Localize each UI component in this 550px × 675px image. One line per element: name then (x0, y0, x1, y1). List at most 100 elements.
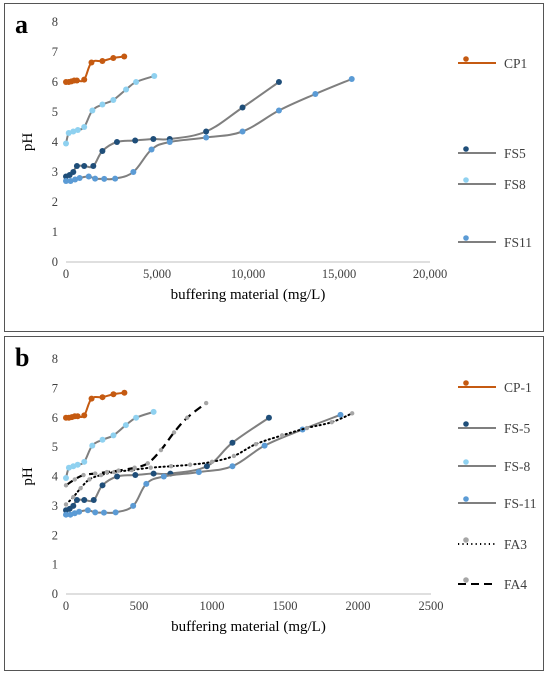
data-point-fs-8 (110, 432, 117, 439)
data-point-fa3 (87, 477, 92, 482)
data-point-fa4 (132, 465, 137, 470)
data-point-fs11 (101, 175, 108, 182)
data-point-fa3 (63, 502, 69, 507)
data-point-fs8 (74, 127, 81, 133)
data-point-fs11 (76, 175, 83, 181)
data-point-fs-5 (73, 497, 80, 503)
series-line-fs-8 (65, 410, 155, 479)
data-point-fs5 (275, 79, 282, 85)
data-point-fs11 (239, 128, 246, 135)
data-point-fs11 (63, 178, 69, 184)
data-point-fs-11 (63, 511, 69, 518)
data-point-fa4 (203, 400, 209, 406)
legend-marker-fs8 (463, 177, 469, 183)
panel-label-a: a (15, 10, 28, 39)
data-point-cp-1 (88, 395, 95, 402)
y-tick-label: 3 (52, 499, 58, 513)
data-point-cp-1 (99, 394, 106, 401)
y-tick-label: 1 (52, 225, 58, 239)
data-point-fa4 (63, 483, 69, 488)
data-point-fs11 (166, 139, 173, 145)
series-line-fs8 (65, 75, 156, 145)
x-axis-title: buffering material (mg/L) (171, 619, 326, 635)
y-tick-label: 8 (52, 15, 58, 29)
data-point-cp-1 (110, 391, 117, 398)
data-point-fs-5 (114, 473, 121, 480)
data-point-fs11 (203, 134, 210, 141)
x-tick-label: 0 (63, 599, 69, 613)
data-point-cp1 (121, 53, 128, 60)
legend-label-fa3: FA3 (504, 537, 527, 552)
data-point-fs5 (239, 104, 246, 111)
data-point-fs-11 (160, 473, 167, 480)
legend-marker-fs-8 (463, 459, 469, 465)
data-point-fa3 (71, 494, 76, 500)
data-point-fs-5 (132, 472, 139, 479)
y-tick-label: 7 (52, 381, 58, 395)
data-point-fs8 (81, 124, 88, 130)
data-point-fs-5 (150, 470, 157, 477)
data-point-fs5 (99, 148, 106, 154)
data-point-fs5 (203, 128, 210, 135)
data-point-fs5 (113, 139, 120, 145)
legend-marker-fs-5 (463, 421, 469, 427)
chart-panel-b: b 0 1 2 3 4 5 6 7 8 0 500 1000 1500 2000 2500 buffering… (4, 336, 544, 671)
data-point-fs11 (275, 107, 282, 114)
legend-label-cp1: CP1 (504, 56, 527, 71)
data-point-fa3 (349, 411, 355, 416)
data-point-fa4 (93, 471, 98, 476)
data-point-fa3 (253, 441, 258, 447)
data-point-fa3 (168, 464, 174, 469)
series-fs-11 (63, 411, 344, 518)
legend-label-fs5: FS5 (504, 146, 526, 161)
data-point-fs-11 (130, 502, 137, 509)
data-point-fs-5 (99, 482, 106, 489)
data-point-fa3 (329, 419, 334, 425)
y-tick-label: 4 (52, 135, 59, 149)
y-tick-label: 7 (52, 45, 58, 59)
y-tick-label: 1 (52, 558, 58, 572)
data-point-fs8 (70, 128, 77, 135)
data-point-fs5 (70, 169, 77, 175)
legend-label-cp-1: CP-1 (504, 380, 532, 395)
data-point-fa4 (171, 430, 177, 435)
data-point-fs-8 (63, 474, 69, 481)
y-axis-title: pH (20, 133, 36, 152)
data-point-fs11 (72, 176, 79, 183)
y-tick-label: 5 (52, 440, 58, 454)
data-point-fs8 (89, 107, 96, 114)
chart-b-svg: 0 1 2 3 4 5 6 7 8 0 500 1000 1500 2000 2500 buffering m… (20, 352, 537, 635)
data-point-fs-11 (261, 442, 268, 449)
y-tick-label: 8 (52, 352, 58, 366)
data-point-fs5 (132, 137, 139, 144)
data-point-fs11 (130, 169, 137, 175)
series-fs-8 (63, 408, 157, 481)
data-point-fs5 (81, 163, 88, 169)
data-point-fs8 (133, 79, 140, 85)
data-point-fs8 (99, 101, 106, 108)
y-axis-title: pH (20, 467, 36, 486)
data-point-fs-8 (89, 442, 96, 449)
y-tick-label: 6 (52, 411, 58, 425)
data-point-fs-11 (143, 480, 150, 487)
y-tick-label: 2 (52, 528, 58, 542)
legend-marker-cp1 (463, 56, 469, 62)
data-point-fs8 (123, 86, 130, 93)
legend-marker-cp-1 (463, 380, 469, 386)
data-point-cp-1 (81, 412, 88, 419)
data-point-fs-11 (337, 411, 344, 418)
y-tick-label: 6 (52, 75, 58, 89)
data-point-fs-5 (81, 497, 88, 503)
data-point-cp1 (99, 58, 106, 64)
legend-label-fs11: FS11 (504, 235, 532, 250)
data-point-fa3 (231, 453, 237, 459)
data-point-fs8 (65, 130, 72, 136)
series-cp-1 (63, 389, 128, 421)
data-point-cp-1 (121, 389, 128, 396)
y-tick-label: 4 (52, 470, 59, 484)
data-point-fa4 (184, 415, 190, 420)
series-fs5 (63, 79, 282, 180)
y-tick-label: 2 (52, 195, 58, 209)
x-tick-label: 15,000 (322, 267, 356, 281)
data-point-fa3 (78, 486, 83, 491)
